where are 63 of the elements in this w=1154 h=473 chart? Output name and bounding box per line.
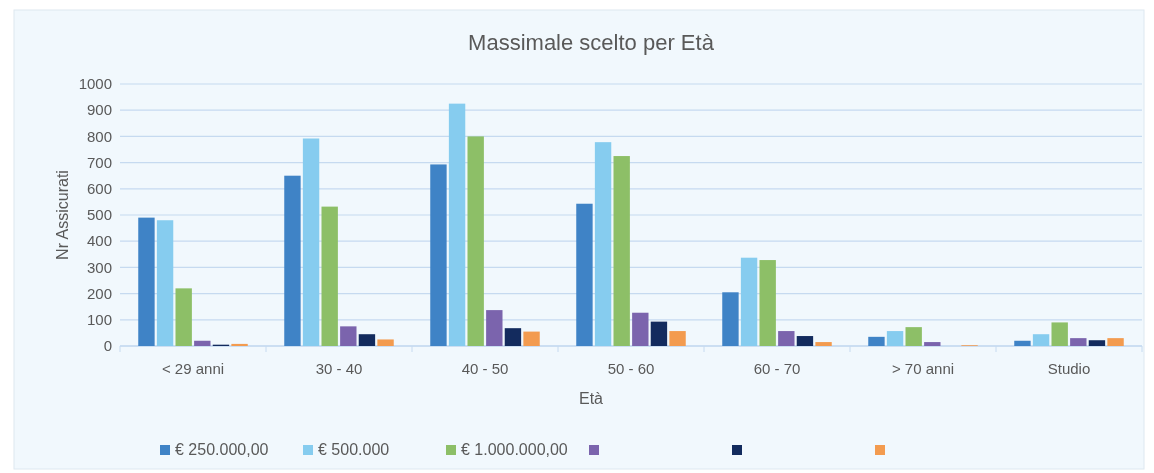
legend-label: € 250.000,00 (175, 441, 269, 458)
bar (430, 164, 447, 346)
bar (523, 331, 540, 346)
bar (1107, 338, 1124, 346)
bar (175, 288, 192, 346)
bar (1051, 322, 1068, 346)
bar (1088, 340, 1106, 346)
bar (924, 342, 941, 346)
bar (759, 260, 776, 346)
y-tick-label: 400 (86, 232, 112, 250)
x-tick-label: > 70 anni (891, 360, 955, 377)
legend-label: € 1.000.000,00 (461, 441, 568, 458)
chart-title: Massimale scelto per Età (468, 30, 715, 55)
bar (594, 142, 612, 346)
y-tick-label: 700 (86, 153, 112, 171)
bar (448, 103, 466, 346)
y-tick-label: 500 (86, 206, 112, 224)
bar (284, 175, 301, 346)
y-tick-label: 900 (86, 101, 112, 119)
bar (504, 328, 522, 346)
y-tick-label: 800 (86, 127, 112, 145)
bar (377, 339, 394, 346)
x-tick-label: 50 - 60 (607, 360, 655, 377)
bar (886, 331, 904, 346)
bar (905, 327, 922, 346)
y-tick-label: 0 (103, 337, 112, 355)
y-axis-title: Nr Assicurati (54, 170, 71, 260)
x-tick-label: 30 - 40 (315, 360, 363, 377)
bar (632, 312, 649, 346)
bar (778, 331, 795, 346)
y-tick-label: 1000 (78, 75, 112, 93)
bar (138, 217, 155, 346)
bar (1070, 338, 1087, 346)
bar (321, 206, 338, 346)
y-tick-label: 100 (86, 311, 112, 329)
bar (231, 343, 248, 346)
bar (194, 340, 211, 346)
bar (1014, 340, 1031, 346)
x-tick-label: Studio (1047, 360, 1091, 377)
bar (156, 220, 174, 346)
bar (740, 257, 758, 346)
bar (722, 292, 739, 346)
bar (650, 321, 668, 346)
x-tick-label: < 29 anni (161, 360, 225, 377)
legend-label: € 500.000 (318, 441, 390, 458)
bar (358, 334, 376, 346)
x-axis-title: Età (578, 390, 604, 407)
bar (486, 310, 503, 346)
bar (868, 336, 885, 346)
bar (302, 138, 320, 346)
y-tick-label: 300 (86, 258, 112, 276)
bar (669, 331, 686, 346)
y-tick-label: 200 (86, 284, 112, 302)
bar (340, 326, 357, 346)
bar (1032, 334, 1050, 346)
bar (576, 203, 593, 346)
y-tick-label: 600 (86, 180, 112, 198)
bar (613, 156, 630, 346)
bar (815, 342, 832, 346)
x-tick-label: 60 - 70 (753, 360, 801, 377)
bar (796, 336, 814, 346)
bar (467, 136, 484, 346)
x-tick-label: 40 - 50 (461, 360, 509, 377)
